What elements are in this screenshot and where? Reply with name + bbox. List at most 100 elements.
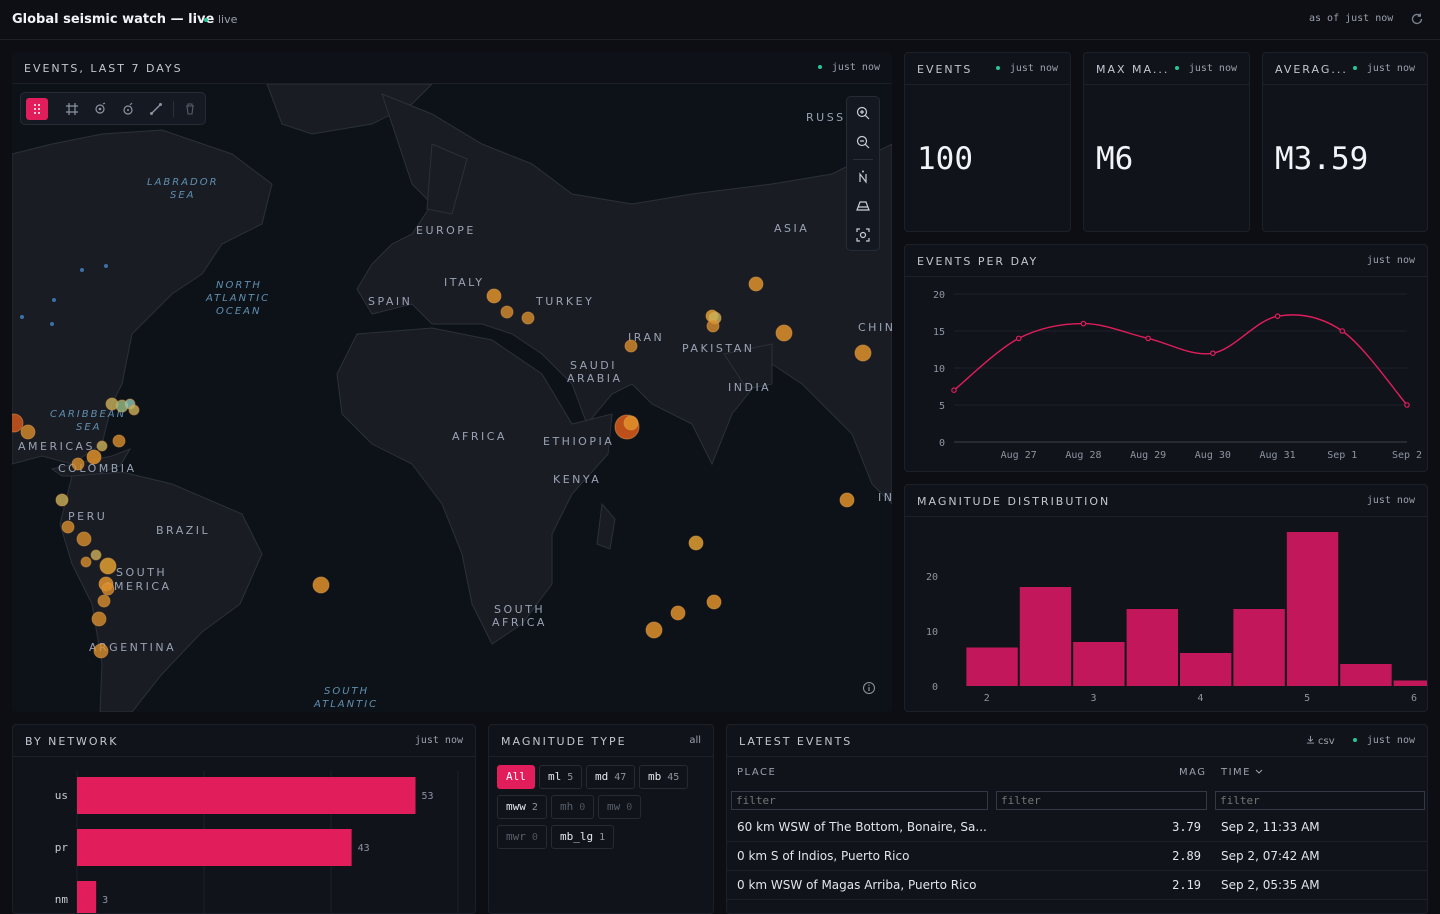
column-header-place[interactable]: PLACE [737,767,777,778]
chart-header: EVENTS PER DAY just now [905,245,1427,277]
magnitude-type-chip[interactable]: mb 45 [639,765,689,789]
map-label: SAUDI [570,359,617,372]
table-row[interactable]: 0 km S of Indios, Puerto Rico 2.89 Sep 2, … [727,842,1427,871]
x-tick-label: Sep 2 [1392,450,1422,461]
map-label: INDIA [728,381,771,394]
x-tick-label: Aug 29 [1130,450,1166,461]
mag-filter-input[interactable] [996,791,1207,810]
x-tick-label: 3 [1091,693,1097,704]
histogram-bar [1126,609,1178,686]
network-label: pr [55,841,69,854]
cell-place: 0 km S of Indios, Puerto Rico [737,849,910,863]
reset-north-button[interactable] [847,163,879,191]
map-label: SOUTH [116,566,167,579]
quake-marker [71,457,85,471]
chart-status: just now [1366,495,1415,506]
stat-value: 100 [917,141,973,177]
chart-header: BY NETWORK just now [13,725,475,757]
histogram-bar [1393,680,1427,686]
zoom-out-button[interactable] [847,128,879,156]
drag-tool-button[interactable] [26,98,48,120]
magnitude-type-chip[interactable]: mww 2 [497,795,547,819]
table-row[interactable]: 0 km WSW of Magas Arriba, Puerto Rico 2.1… [727,871,1427,900]
quake-marker [101,582,115,596]
map-label: ETHIOPIA [543,435,614,448]
magnitude-type-chip[interactable]: md 47 [586,765,636,789]
x-tick-label: Aug 30 [1195,450,1231,461]
magnitude-type-chip[interactable]: mb_lg 1 [551,825,615,849]
polygon-icon [66,103,78,115]
x-tick-label: Aug 28 [1065,450,1101,461]
quake-marker [76,531,92,547]
attribution-icon[interactable] [863,682,875,694]
chip-label: mw [607,800,621,813]
histogram-bar [966,647,1018,686]
magnitude-type-chip[interactable]: ml 5 [539,765,583,789]
chip-label: All [506,770,526,783]
map-label: SOUTH [324,686,369,697]
histogram-bar [1180,653,1232,686]
point-tool-button[interactable] [89,98,111,120]
zoom-in-button[interactable] [847,99,879,127]
trash-icon [186,103,194,115]
table-title: LATEST EVENTS [739,735,853,748]
map-label: RUSSI [806,111,851,124]
cell-mag: 2.19 [1172,878,1201,892]
map-label: SPAIN [368,295,412,308]
time-filter-input[interactable] [1215,791,1425,810]
pitch-icon [856,201,870,211]
data-point [1274,313,1281,320]
delete-tool-button[interactable] [179,98,201,120]
map-label: OCEAN [216,306,262,317]
csv-export-button[interactable]: csv [1306,735,1335,747]
magnitude-type-chip[interactable]: mw 0 [598,795,642,819]
filter-status: all [689,735,701,746]
column-header-time[interactable]: TIME [1221,767,1263,778]
data-point [1015,335,1022,342]
quake-marker [96,440,108,452]
circle-tool-button[interactable] [117,98,139,120]
stat-header: EVENTS just now [905,53,1070,85]
live-indicator: live [204,13,237,26]
stat-status: just now [1352,63,1415,74]
polygon-tool-button[interactable] [61,98,83,120]
chip-label: mwr [506,830,526,843]
y-tick-label: 0 [939,438,945,449]
quake-marker [20,424,36,440]
line-tool-button[interactable] [145,98,167,120]
chart-header: MAGNITUDE DISTRIBUTION just now [905,485,1427,517]
stat-value: M3.59 [1275,141,1369,177]
refresh-icon[interactable] [1410,12,1424,26]
quake-marker [86,449,102,465]
circle-icon [123,102,133,115]
pitch-button[interactable] [847,192,879,220]
data-point [1210,350,1216,357]
place-filter-input[interactable] [731,791,988,810]
table-row[interactable]: 60 km WSW of The Bottom, Bonaire, Sa... 3… [727,813,1427,842]
network-label: us [55,789,68,802]
quake-marker-small [20,315,24,319]
filter-header: MAGNITUDE TYPE all [489,725,713,757]
x-tick-label: Aug 27 [1001,450,1037,461]
stat-status: just now [1174,63,1237,74]
series-line [953,314,1408,406]
world-map[interactable]: RUSSI LABRADOR SEA EUROPE ASIA NORTH ATL… [12,84,892,712]
stat-card-average: AVERAG... just now M3.59 [1262,52,1428,232]
cell-place: 60 km WSW of The Bottom, Bonaire, Sa... [737,820,987,834]
stat-title: AVERAG... [1275,63,1348,76]
chart-status: just now [1366,255,1415,266]
map-status: just now [817,62,880,73]
magnitude-type-chip[interactable]: mwr 0 [497,825,547,849]
cell-time: Sep 2, 05:35 AM [1221,878,1320,892]
chevron-down-icon [1255,769,1263,774]
quake-marker-small [52,298,56,302]
map-label: KENYA [553,473,601,486]
chip-label: mb_lg [560,830,594,843]
stat-header: MAX MA... just now [1084,53,1249,85]
fit-icon [856,228,870,242]
map-label: LABRADOR [147,177,219,188]
magnitude-type-chip[interactable]: All [497,765,535,789]
column-header-mag[interactable]: MAG [1179,767,1207,778]
magnitude-type-chip[interactable]: mh 0 [551,795,595,819]
fit-bounds-button[interactable] [847,221,879,249]
